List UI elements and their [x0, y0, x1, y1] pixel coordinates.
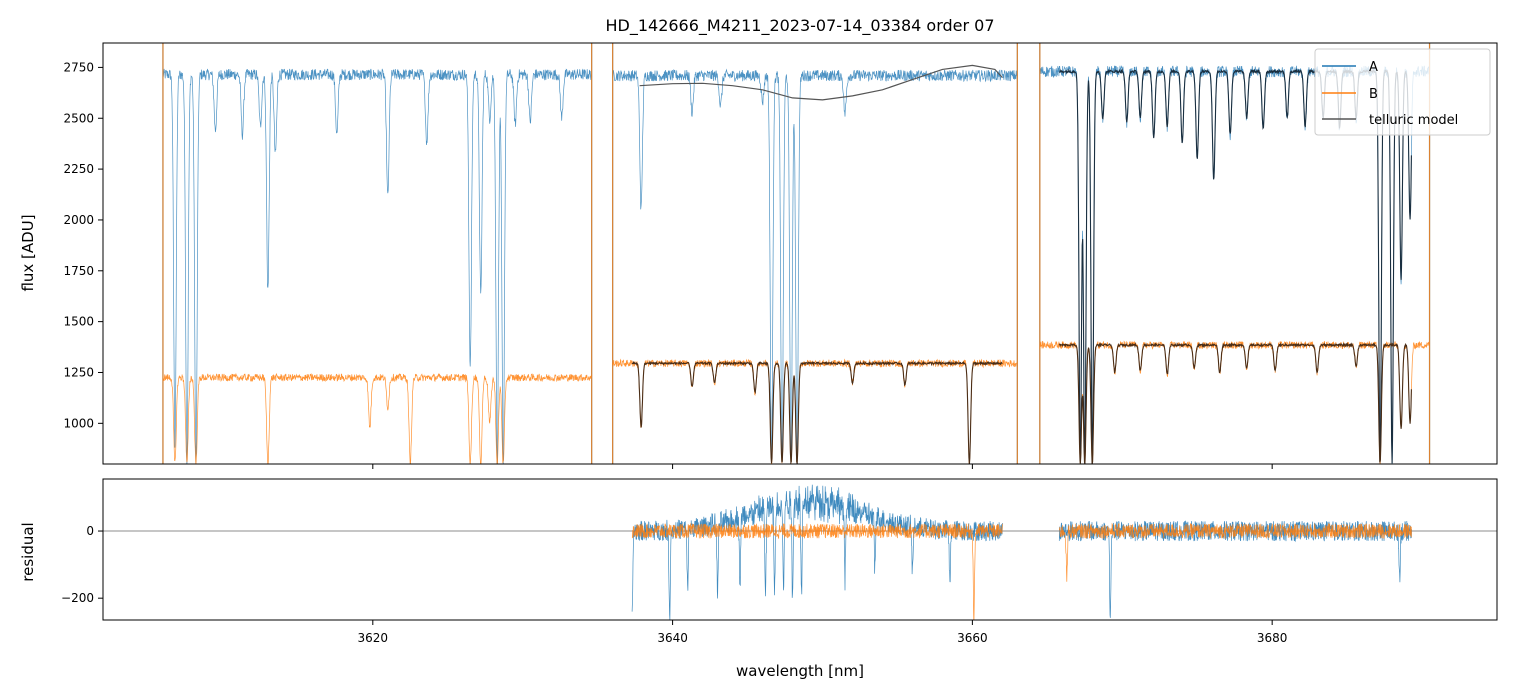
- y-tick-label: 0: [86, 524, 94, 538]
- legend: A B telluric model: [1314, 48, 1491, 136]
- y-tick-label: −200: [61, 591, 94, 605]
- residual-data: [103, 484, 1497, 620]
- telluric-model-a-curve: [639, 64, 1003, 101]
- y-tick-label: 1750: [63, 264, 94, 278]
- y-tick-label: 1500: [63, 315, 94, 329]
- flux-panel: 1000 1250 1500 1750 2000 2250 2500 2750 flux [A…: [19, 42, 1498, 469]
- x-axis-label: wavelength [nm]: [736, 662, 864, 680]
- legend-label-a: A: [1369, 60, 1378, 75]
- legend-box: [1314, 48, 1491, 136]
- x-tick-label: 3680: [1257, 631, 1288, 645]
- series-b-line-segment-0: [162, 372, 592, 464]
- legend-label-telluric: telluric model: [1369, 113, 1458, 128]
- x-tick-label: 3640: [657, 631, 688, 645]
- residual-x-ticks: 3620 3640 3660 3680: [358, 620, 1288, 645]
- y-tick-label: 2750: [63, 60, 94, 74]
- series-a-line-segment-0: [162, 68, 592, 464]
- legend-label-b: B: [1369, 87, 1378, 102]
- y-tick-label: 2000: [63, 213, 94, 227]
- y-tick-label: 2500: [63, 111, 94, 125]
- chart-title: HD_142666_M4211_2023-07-14_03384 order 0…: [605, 16, 994, 36]
- telluric-model-b-range-1: [1058, 342, 1412, 464]
- residual-plot-frame: [102, 478, 1498, 621]
- series-b-line-segment-2: [1039, 340, 1430, 464]
- flux-y-ticks: 1000 1250 1500 1750 2000 2250 2500 2750: [63, 60, 103, 430]
- residual-panel: −200 0 3620 3640 3660 3680 residual waveleng…: [19, 478, 1498, 680]
- flux-y-axis-label: flux [ADU]: [19, 214, 37, 291]
- flux-x-ticks: [372, 464, 1273, 469]
- residual-b-line-range-1: [1058, 522, 1412, 582]
- residual-b-line-range-0: [631, 522, 1003, 620]
- x-tick-label: 3620: [358, 631, 389, 645]
- y-tick-label: 2250: [63, 162, 94, 176]
- y-tick-label: 1250: [63, 365, 94, 379]
- series-a-line-segment-1: [612, 68, 1018, 464]
- x-tick-label: 3660: [957, 631, 988, 645]
- residual-y-axis-label: residual: [19, 522, 37, 581]
- y-tick-label: 1000: [63, 416, 94, 430]
- flux-plot-frame: [102, 42, 1498, 465]
- telluric-model-b-range-0: [631, 360, 1003, 464]
- residual-y-ticks: −200 0: [61, 524, 103, 605]
